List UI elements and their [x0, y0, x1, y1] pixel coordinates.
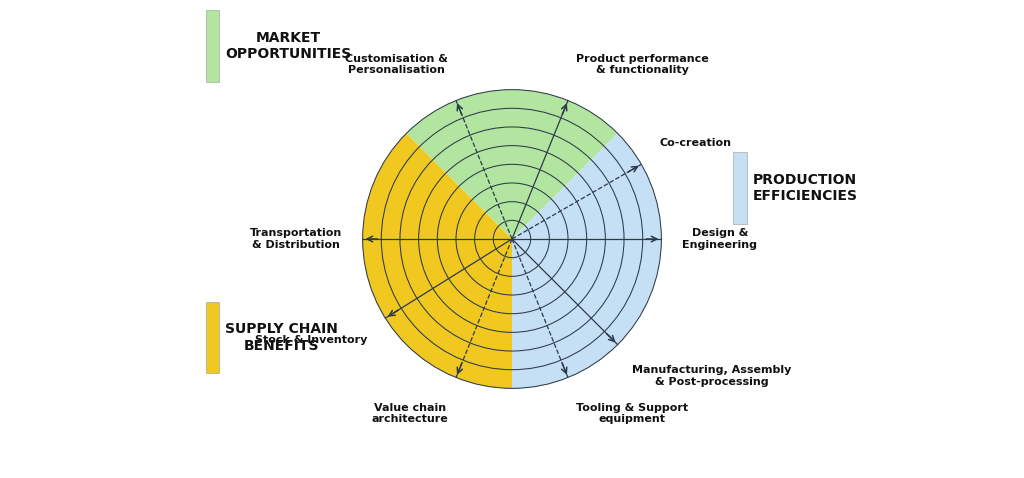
Text: Stock & Inventory: Stock & Inventory — [255, 335, 368, 345]
Text: Value chain
architecture: Value chain architecture — [372, 403, 449, 424]
Text: Manufacturing, Assembly
& Post-processing: Manufacturing, Assembly & Post-processin… — [633, 365, 792, 387]
Text: Co-creation: Co-creation — [659, 138, 731, 148]
FancyBboxPatch shape — [206, 11, 219, 82]
FancyBboxPatch shape — [733, 152, 746, 224]
Text: MARKET
OPPORTUNITIES: MARKET OPPORTUNITIES — [225, 31, 351, 61]
Wedge shape — [407, 90, 617, 239]
Wedge shape — [362, 133, 512, 388]
Text: Design &
Engineering: Design & Engineering — [682, 228, 758, 250]
Wedge shape — [512, 133, 662, 388]
Text: SUPPLY CHAIN
BENEFITS: SUPPLY CHAIN BENEFITS — [225, 323, 338, 353]
Text: Transportation
& Distribution: Transportation & Distribution — [250, 228, 342, 250]
Text: Product performance
& functionality: Product performance & functionality — [575, 54, 709, 75]
Text: PRODUCTION
EFFICIENCIES: PRODUCTION EFFICIENCIES — [753, 173, 857, 203]
Text: Tooling & Support
equipment: Tooling & Support equipment — [575, 403, 688, 424]
Text: Customisation &
Personalisation: Customisation & Personalisation — [345, 54, 449, 75]
FancyBboxPatch shape — [206, 302, 219, 373]
